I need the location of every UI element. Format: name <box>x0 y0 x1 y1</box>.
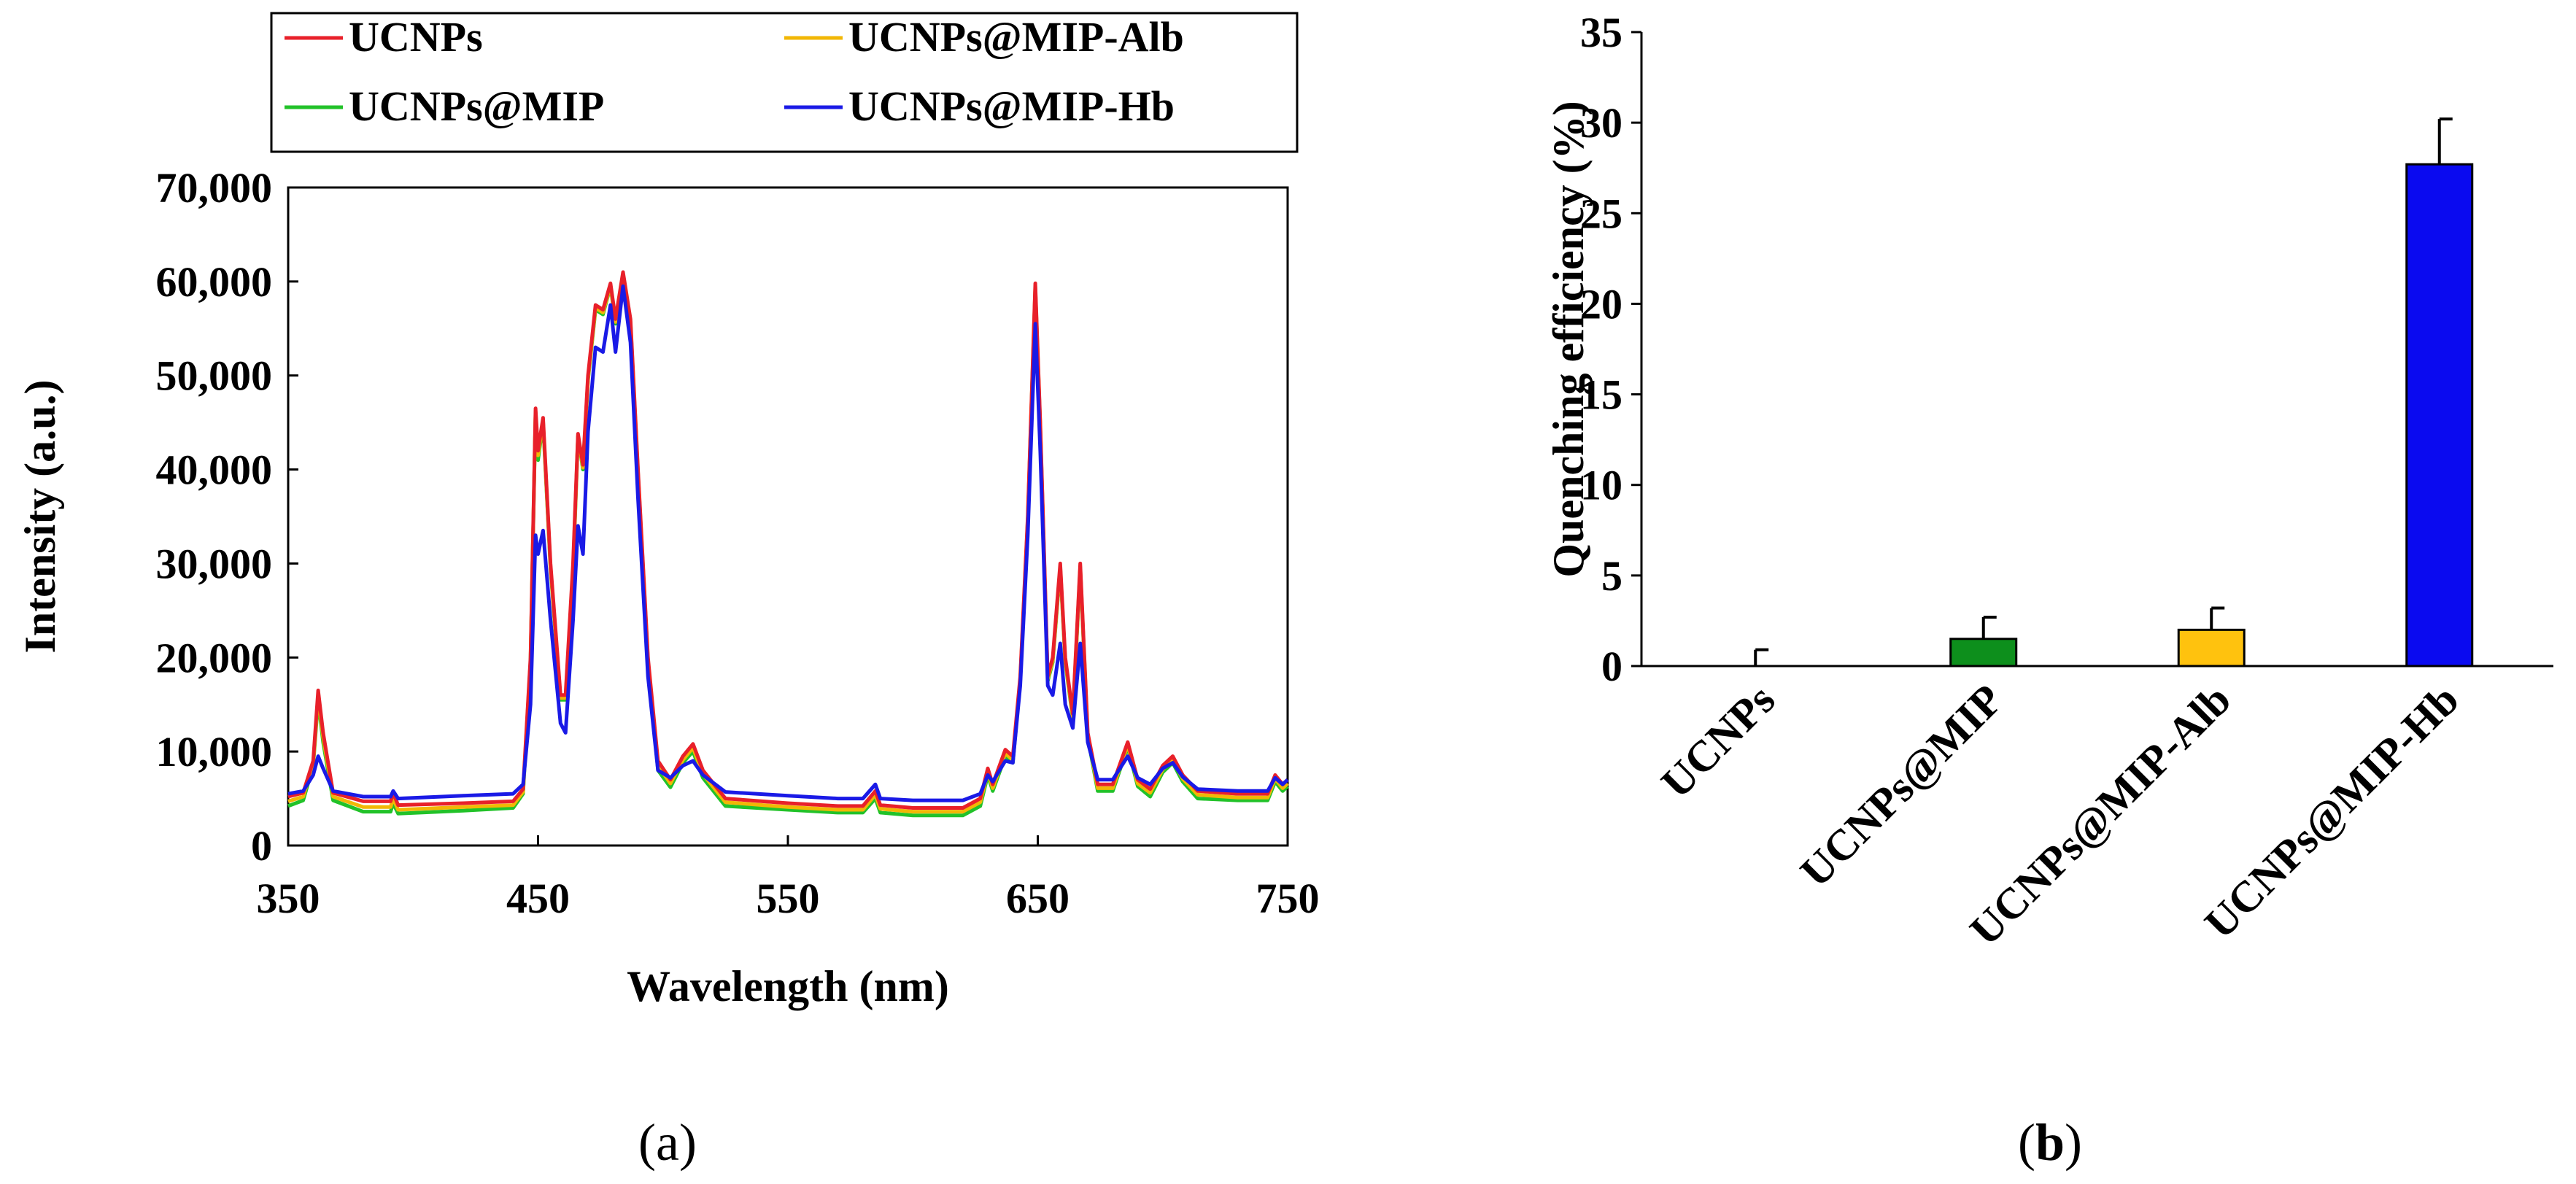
plot-area-a <box>287 186 1289 847</box>
series-line-ucnps-at-mip-hb <box>287 284 1289 802</box>
quenching-bar-chart: 0 5 10 15 20 25 30 35 UCNPs UCNPs@MIPUCNPs@MIP-A… <box>1544 9 2553 1172</box>
x-tick-label-a: 450 <box>506 875 570 922</box>
legend-entry: UCNPs@MIP <box>349 82 604 130</box>
legend: UCNPs UCNPs@MIP UCNPs@MIP-Alb UCNPs@MIP-Hb <box>285 13 1184 130</box>
y-tick-label-b: 15 <box>1580 371 1622 419</box>
y-axis-label-b: Quenching efficiency (%) <box>1544 101 1593 577</box>
x-tick-label-a: 650 <box>1006 875 1070 922</box>
y-tick-label-a: 20,000 <box>156 634 273 681</box>
bar-ucnps-at-mip-alb <box>2177 628 2246 668</box>
spectrum-lines <box>287 270 1289 818</box>
y-tick-label-a: 30,000 <box>156 540 273 587</box>
x-tick-labels-a: 350 450 550 650 750 <box>257 875 1320 922</box>
spectrum-chart: UCNPsUCNPs@MIPUCNPs@MIP-AlbUCNPs@MIP-Hb … <box>16 12 1320 1172</box>
x-tick-label-b: UCNPs@MIP <box>1791 676 2012 897</box>
y-tick-label-a: 60,000 <box>156 258 273 306</box>
legend-entry: UCNPs@MIP-Alb <box>848 13 1184 61</box>
x-tick-label-a: 350 <box>257 875 320 922</box>
x-tick-label-a: 750 <box>1256 875 1320 922</box>
x-axis-label-a: Wavelength (nm) <box>627 962 949 1010</box>
y-tick-label-a: 40,000 <box>156 446 273 494</box>
y-tick-label-b: 5 <box>1601 552 1622 600</box>
x-tick-label-b: UCNPs <box>1652 676 1784 808</box>
y-tick-label-a: 10,000 <box>156 728 273 775</box>
y-tick-labels-b: 0 5 10 15 20 25 30 35 <box>1580 9 1622 690</box>
y-tick-label-b: 20 <box>1580 280 1622 328</box>
x-tick-label-b: UCNPs@MIP-Hb <box>2195 676 2468 948</box>
x-tick-label-a: 550 <box>757 875 820 922</box>
y-tick-label-a: 70,000 <box>156 164 273 212</box>
bar-ucnps-at-mip-hb <box>2405 163 2474 668</box>
y-tick-label-a: 50,000 <box>156 352 273 400</box>
y-tick-label-b: 10 <box>1580 462 1622 509</box>
legend-entry: UCNPs@MIP-Hb <box>848 82 1175 130</box>
y-tick-label-a: 0 <box>251 822 272 870</box>
y-tick-label-b: 0 <box>1601 643 1622 690</box>
y-tick-labels-a: 0 10,000 20,000 30,000 40,000 50,000 60,000 70,… <box>156 164 273 870</box>
panel-label-a: (a) <box>638 1113 697 1172</box>
y-tick-label-b: 25 <box>1580 190 1622 237</box>
panel-label-b: (b) <box>2018 1113 2082 1172</box>
axis-ticks-a <box>287 186 1289 847</box>
y-tick-label-b: 30 <box>1580 99 1622 147</box>
y-tick-label-b: 35 <box>1580 9 1622 56</box>
bars <box>1754 117 2474 668</box>
panel-b-open: ( <box>2018 1113 2035 1172</box>
axes-b <box>1631 31 2553 668</box>
bar-ucnps-at-mip <box>1949 638 2018 668</box>
y-axis-label-a: Intensity (a.u.) <box>16 379 64 653</box>
panel-b-close: ) <box>2065 1113 2082 1172</box>
panel-b-letter: b <box>2035 1113 2065 1172</box>
legend-entry: UCNPs <box>349 13 483 61</box>
